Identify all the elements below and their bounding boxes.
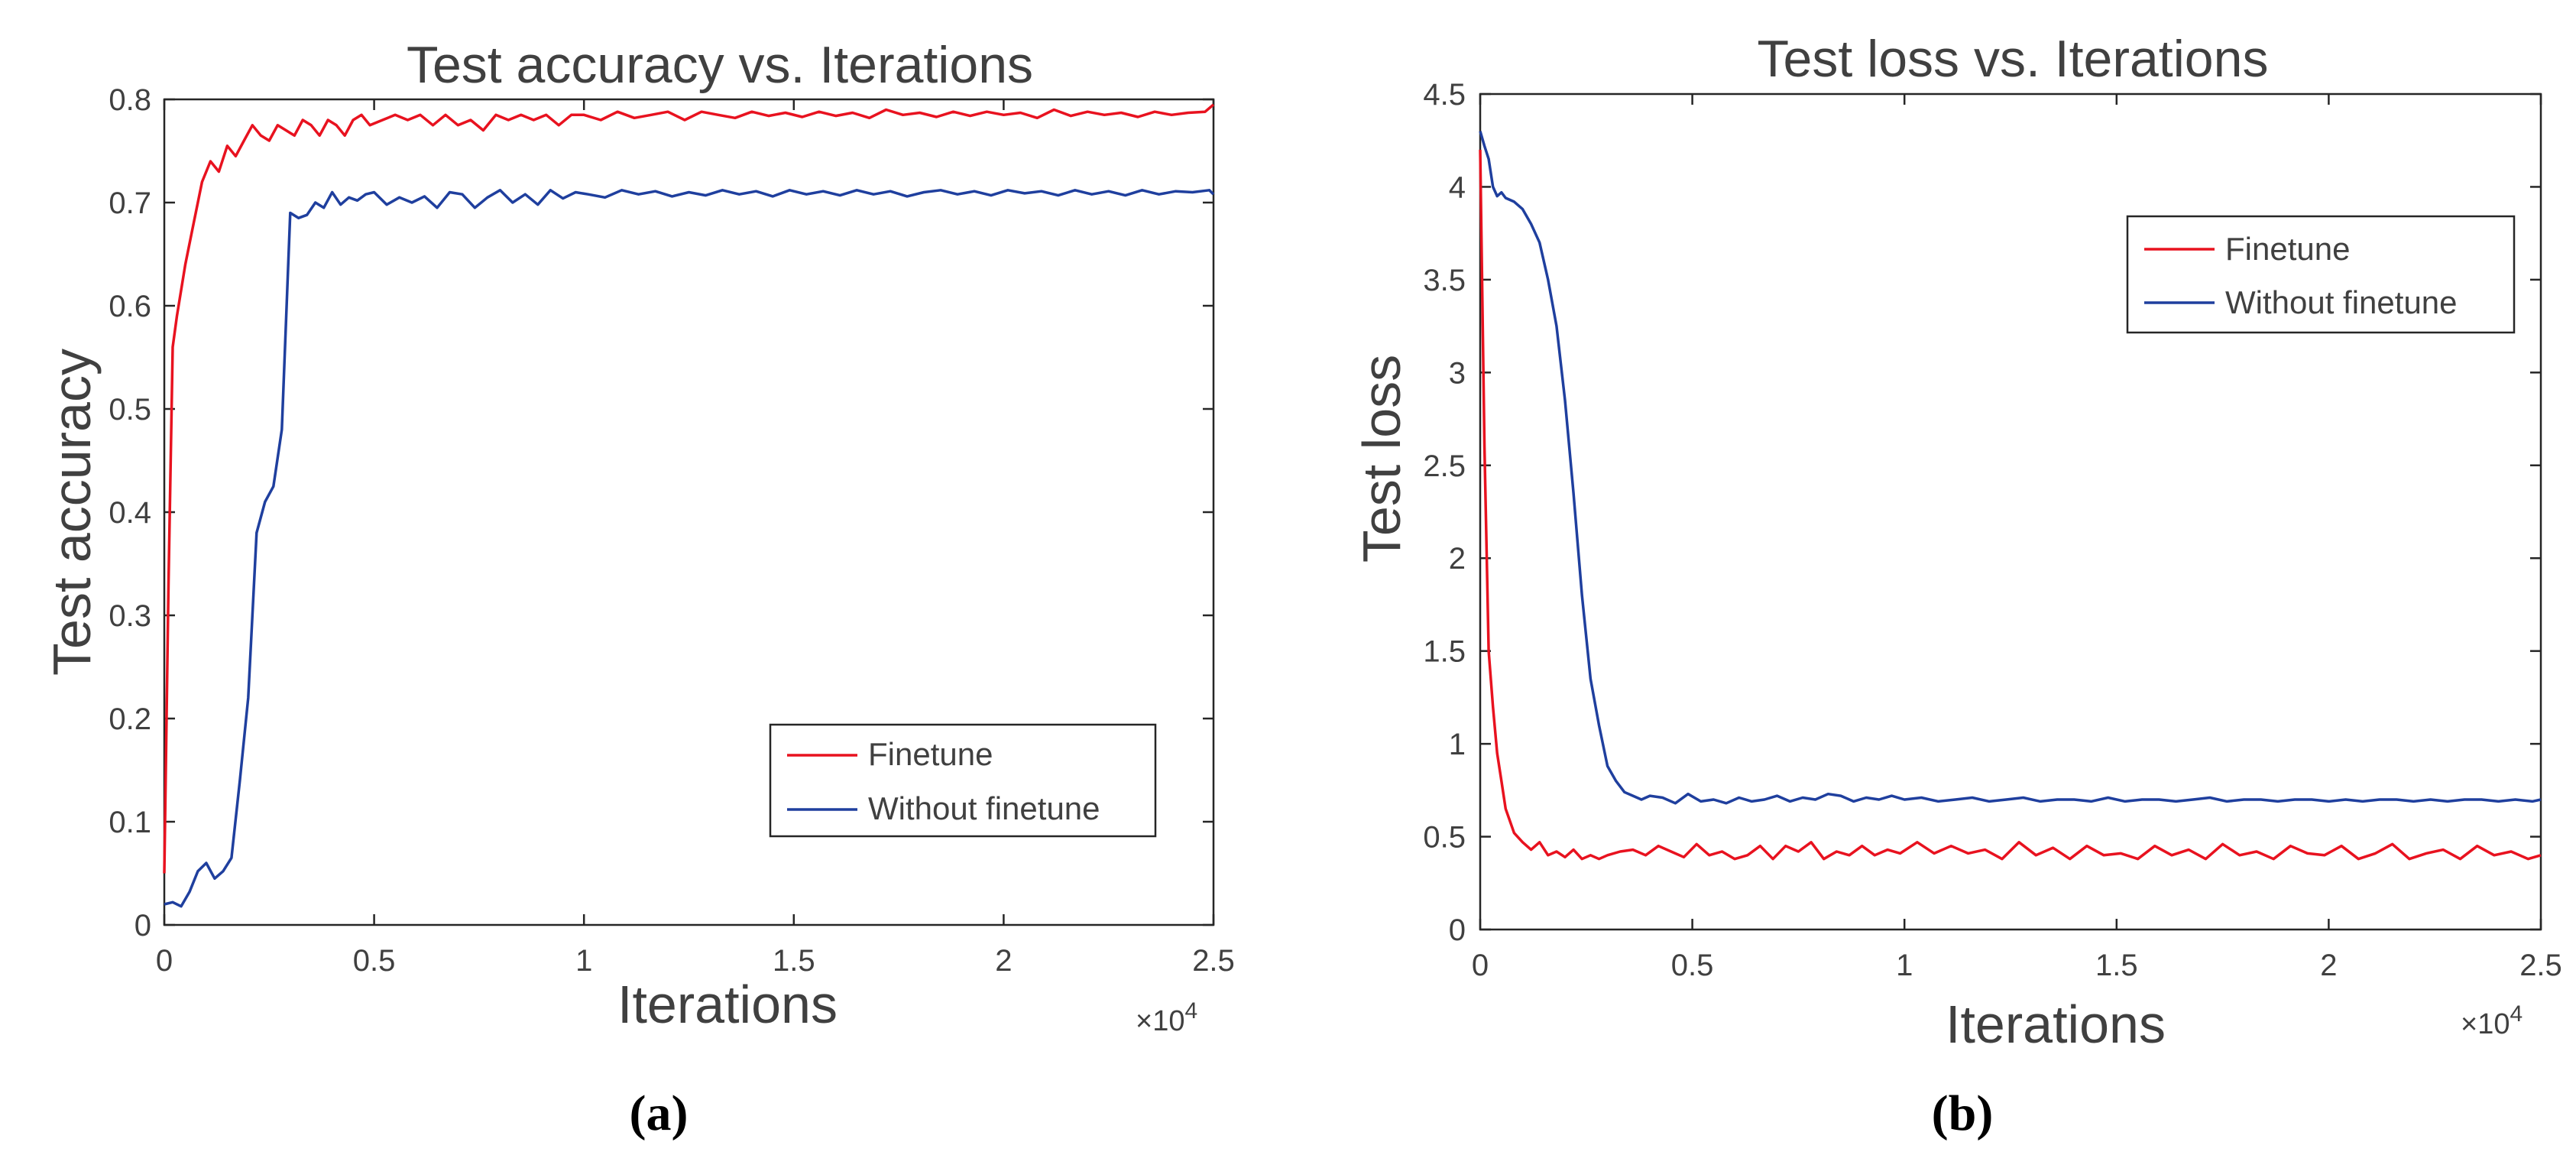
y-tick-label: 4 [1449,170,1466,204]
y-tick-label: 0 [1449,913,1466,947]
y-tick-label: 0.5 [1423,821,1466,855]
x-exponent-a: ×104 [1136,998,1197,1037]
chart-panel-b: Test loss vs. Iterations 0 0.5 1 1.5 2 2.5 0 0.… [1352,30,2562,1141]
y-tick-label: 0.4 [109,496,151,530]
x-exponent-power-a: 4 [1184,998,1197,1024]
series-group-a [163,103,1215,908]
legend-box-b [2126,215,2516,334]
x-tick-label: 1.5 [773,944,815,978]
series-line-without-finetune-a [164,189,1215,908]
x-axis-label-a: Iterations [617,975,838,1034]
y-tick-label: 0.5 [109,393,151,427]
y-axis-label-b: Test loss [1352,355,1411,563]
x-exponent-base-b: ×10 [2461,1008,2510,1040]
panel-label-b: (b) [1932,1085,1994,1141]
x-tick-label: 2.5 [2519,949,2562,982]
legend-label-finetune-a: Finetune [868,736,993,772]
x-tick-label: 2 [2320,949,2337,982]
panel-label-a: (a) [630,1085,689,1141]
y-axis-label-a: Test accuracy [42,349,102,676]
tick-group-a: 0 0.5 1 1.5 2 2.5 0 0.1 0.2 0.3 0.4 0.5 0.6 0.7 0.8 [109,83,1234,978]
legend-label-without-finetune-a: Without finetune [868,790,1100,826]
y-tick-label: 4.5 [1423,78,1466,112]
y-tick-label: 0.1 [109,806,151,839]
y-tick-label: 2 [1449,542,1466,576]
y-tick-label: 3 [1449,356,1466,390]
x-axis-label-b: Iterations [1946,994,2166,1054]
x-tick-label: 0 [156,944,173,978]
y-tick-label: 0.2 [109,702,151,736]
x-tick-label: 2.5 [1192,944,1235,978]
chart-title-b: Test loss vs. Iterations [1758,30,2269,88]
y-tick-label: 0.8 [109,83,151,117]
y-tick-label: 1 [1449,728,1466,761]
tick-group-b: 0 0.5 1 1.5 2 2.5 0 0.5 1 1.5 2 2.5 3 3.5 4 4.5 [1423,78,2561,982]
y-tick-label: 0.6 [109,290,151,323]
legend-b: Finetune Without finetune [2126,215,2516,334]
chart-title-a: Test accuracy vs. Iterations [407,36,1033,94]
legend-box-a [769,723,1157,838]
y-tick-label: 0.3 [109,599,151,633]
x-exponent-power-b: 4 [2510,1001,2523,1027]
chart-panel-a: Test accuracy vs. Iterations 0 0.5 1 1.5 2 2.… [42,36,1235,1141]
y-tick-label: 3.5 [1423,264,1466,297]
x-tick-label: 0.5 [1671,949,1714,982]
x-tick-label: 0.5 [353,944,396,978]
y-tick-label: 0.7 [109,187,151,220]
x-tick-label: 0 [1472,949,1489,982]
y-tick-label: 2.5 [1423,449,1466,483]
x-tick-label: 1 [1896,949,1913,982]
y-tick-label: 1.5 [1423,635,1466,669]
y-tick-label: 0 [134,909,151,943]
legend-a: Finetune Without finetune [769,723,1157,838]
series-line-finetune-b [1479,149,2542,861]
x-tick-label: 1 [575,944,592,978]
x-tick-label: 1.5 [2095,949,2138,982]
series-group-b [1479,131,2542,861]
legend-label-without-finetune-b: Without finetune [2225,284,2458,320]
legend-label-finetune-b: Finetune [2225,231,2350,267]
x-exponent-base-a: ×10 [1136,1005,1184,1037]
x-tick-label: 2 [995,944,1012,978]
series-line-finetune-a [163,103,1215,874]
series-line-without-finetune-b [1479,131,2542,805]
x-exponent-b: ×104 [2461,1001,2523,1040]
